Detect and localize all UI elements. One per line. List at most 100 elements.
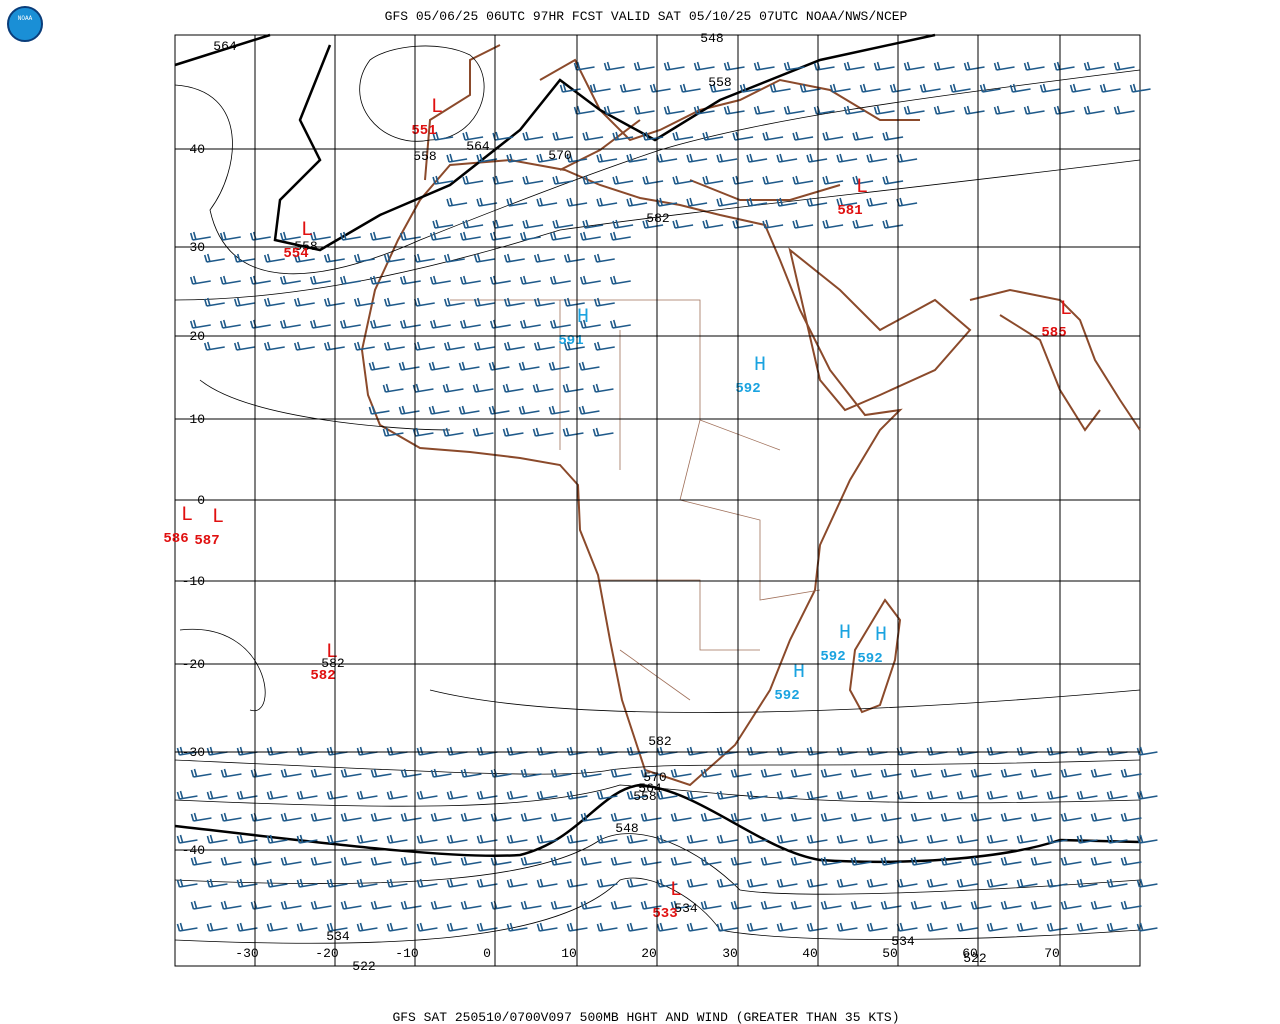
- wind-barb: [762, 219, 784, 229]
- wind-barb: [236, 922, 258, 932]
- wind-barb: [940, 768, 962, 778]
- wind-barb: [1106, 922, 1128, 932]
- wind-barb: [206, 878, 228, 888]
- wind-barb: [446, 153, 468, 163]
- wind-barb: [753, 105, 775, 115]
- noaa-logo: [7, 6, 43, 42]
- wind-barb: [760, 768, 782, 778]
- wind-barb: [1136, 922, 1158, 932]
- wind-barb: [776, 153, 798, 163]
- wind-barb: [492, 219, 514, 229]
- wind-barb: [1046, 834, 1068, 844]
- wind-barb: [700, 768, 722, 778]
- wind-barb: [612, 131, 634, 141]
- wind-barb: [850, 812, 872, 822]
- wind-barb: [940, 900, 962, 910]
- center-value: 586: [163, 531, 188, 547]
- wind-barb: [340, 856, 362, 866]
- wind-barb: [400, 856, 422, 866]
- wind-barb: [1090, 768, 1112, 778]
- wind-barb: [1106, 790, 1128, 800]
- wind-barb: [739, 83, 761, 93]
- wind-barb: [716, 878, 738, 888]
- height-contours: [174, 33, 1141, 944]
- wind-barb: [550, 812, 572, 822]
- wind-barb: [1046, 746, 1068, 756]
- wind-barb: [1016, 746, 1038, 756]
- wind-barb: [820, 812, 842, 822]
- wind-barb: [843, 105, 865, 115]
- wind-barb: [573, 105, 595, 115]
- wind-barb: [399, 231, 421, 241]
- wind-barb: [518, 361, 540, 371]
- wind-barb: [716, 197, 738, 207]
- wind-barb: [836, 746, 858, 756]
- wind-barb: [1136, 790, 1158, 800]
- wind-barb: [1016, 790, 1038, 800]
- wind-barb: [490, 900, 512, 910]
- wind-barb: [603, 61, 625, 71]
- wind-barb: [1090, 856, 1112, 866]
- center-symbol: L: [301, 219, 313, 242]
- wind-barb: [490, 812, 512, 822]
- wind-barb: [520, 900, 542, 910]
- wind-barb: [866, 153, 888, 163]
- wind-barb: [266, 922, 288, 932]
- center-value: 592: [820, 649, 845, 665]
- wind-barb: [323, 297, 345, 307]
- center-value: 592: [857, 651, 882, 667]
- wind-barb: [1136, 834, 1158, 844]
- wind-barb: [709, 83, 731, 93]
- header-title: GFS 05/06/25 06UTC 97HR FCST VALID SAT 0…: [385, 9, 908, 24]
- center-value: 592: [774, 688, 799, 704]
- wind-barb: [310, 900, 332, 910]
- wind-barb: [189, 275, 211, 285]
- wind-barb: [236, 878, 258, 888]
- wind-barb: [986, 922, 1008, 932]
- wind-barb: [1016, 922, 1038, 932]
- wind-barb: [206, 790, 228, 800]
- wind-barb: [626, 834, 648, 844]
- contour-label: 564: [213, 39, 237, 54]
- wind-barb: [730, 768, 752, 778]
- longitude-label: 40: [802, 946, 818, 961]
- wind-barb: [730, 856, 752, 866]
- contour-564-north: [174, 33, 936, 252]
- wind-barb: [339, 275, 361, 285]
- wind-barb: [326, 878, 348, 888]
- wind-barb: [693, 61, 715, 71]
- wind-barb: [519, 319, 541, 329]
- wind-barb: [536, 746, 558, 756]
- wind-barb: [563, 253, 585, 263]
- wind-barb: [432, 219, 454, 229]
- wind-barb: [458, 405, 480, 415]
- wind-barb: [459, 275, 481, 285]
- wind-barb: [633, 61, 655, 71]
- wind-barb: [1030, 856, 1052, 866]
- wind-barb: [430, 856, 452, 866]
- wind-barb: [896, 878, 918, 888]
- wind-barb: [769, 83, 791, 93]
- wind-barb: [612, 219, 634, 229]
- wind-barb: [933, 61, 955, 71]
- center-symbol: H: [839, 622, 851, 645]
- wind-barb: [416, 790, 438, 800]
- wind-barb: [670, 812, 692, 822]
- contour-label: 558: [413, 149, 436, 164]
- wind-barb: [476, 153, 498, 163]
- wind-barb: [489, 275, 511, 285]
- wind-barb: [550, 900, 572, 910]
- wind-barb: [1000, 900, 1022, 910]
- center-symbol: L: [212, 506, 224, 529]
- wind-barb: [760, 856, 782, 866]
- wind-barb: [1090, 812, 1112, 822]
- wind-barb: [550, 768, 572, 778]
- wind-barb: [206, 746, 228, 756]
- wind-barb: [566, 922, 588, 932]
- wind-barb: [522, 175, 544, 185]
- wind-barb: [460, 856, 482, 866]
- center-value: 585: [1041, 325, 1066, 341]
- wind-barb: [206, 834, 228, 844]
- wind-barb: [563, 341, 585, 351]
- wind-barb: [746, 790, 768, 800]
